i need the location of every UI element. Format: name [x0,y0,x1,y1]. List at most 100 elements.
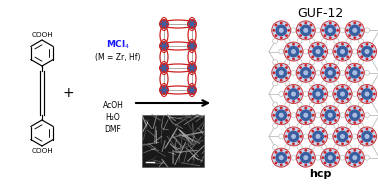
Circle shape [337,88,349,100]
Circle shape [275,67,287,79]
Circle shape [162,88,166,92]
Circle shape [329,36,332,39]
Circle shape [304,149,307,152]
Circle shape [191,86,193,88]
Circle shape [334,60,339,65]
Circle shape [160,63,169,73]
Circle shape [353,21,356,24]
Circle shape [336,29,339,32]
Circle shape [287,55,290,58]
Circle shape [304,106,307,109]
Circle shape [364,155,370,160]
Circle shape [353,106,356,109]
Circle shape [273,144,277,149]
Circle shape [194,21,196,23]
Circle shape [287,29,290,32]
Circle shape [316,49,321,54]
Circle shape [364,70,370,75]
Circle shape [300,152,311,164]
Circle shape [273,81,277,86]
Circle shape [340,113,345,118]
Circle shape [285,151,288,154]
Circle shape [324,93,327,95]
Circle shape [346,60,351,65]
Circle shape [359,109,361,111]
Circle shape [358,123,363,128]
Circle shape [324,77,327,79]
Circle shape [361,29,364,32]
Circle shape [352,155,357,160]
Circle shape [187,19,197,28]
Circle shape [341,142,344,145]
Circle shape [163,86,165,88]
Circle shape [297,29,300,32]
Circle shape [371,45,373,48]
Circle shape [312,46,324,58]
Circle shape [291,92,296,97]
Circle shape [317,142,319,145]
Circle shape [285,81,290,86]
Circle shape [334,50,336,53]
Circle shape [348,66,351,69]
Circle shape [292,43,295,46]
Circle shape [322,60,327,65]
Circle shape [273,60,277,65]
Circle shape [316,155,321,160]
Circle shape [352,28,357,33]
Circle shape [288,46,299,58]
Circle shape [334,66,337,69]
Circle shape [309,81,314,86]
Circle shape [324,162,327,164]
Circle shape [364,134,370,139]
Circle shape [336,156,339,159]
Text: AcOH: AcOH [102,100,124,110]
Circle shape [336,45,339,48]
Circle shape [346,144,351,149]
Circle shape [349,67,361,79]
Circle shape [312,131,324,142]
Circle shape [334,102,339,107]
Circle shape [336,55,339,58]
Circle shape [329,106,332,109]
Circle shape [333,85,352,103]
Circle shape [160,91,162,93]
Circle shape [299,66,302,69]
Circle shape [359,151,361,154]
Circle shape [322,140,325,143]
Circle shape [310,162,312,164]
Circle shape [328,28,333,33]
Circle shape [291,134,296,139]
Circle shape [194,69,196,71]
Circle shape [285,102,290,107]
Circle shape [279,113,284,118]
Text: COOH: COOH [31,32,53,38]
Circle shape [317,58,319,60]
Circle shape [364,113,370,118]
Circle shape [194,65,196,67]
Circle shape [187,41,197,51]
Circle shape [358,127,376,146]
Circle shape [329,164,332,166]
Circle shape [285,60,290,65]
Circle shape [163,26,165,28]
Circle shape [340,92,345,97]
Circle shape [292,85,295,88]
Circle shape [352,134,357,139]
Circle shape [304,121,307,124]
Text: GUF-12: GUF-12 [297,7,343,20]
Circle shape [316,134,321,139]
Circle shape [311,87,314,90]
Circle shape [353,149,356,152]
Circle shape [288,88,299,100]
Circle shape [312,88,324,100]
Circle shape [188,69,190,71]
Circle shape [349,109,361,121]
Circle shape [334,123,339,128]
Circle shape [310,34,312,37]
Circle shape [346,29,349,32]
Circle shape [190,88,194,92]
Circle shape [311,45,314,48]
Circle shape [348,109,351,111]
Circle shape [190,22,194,26]
Circle shape [297,140,300,143]
